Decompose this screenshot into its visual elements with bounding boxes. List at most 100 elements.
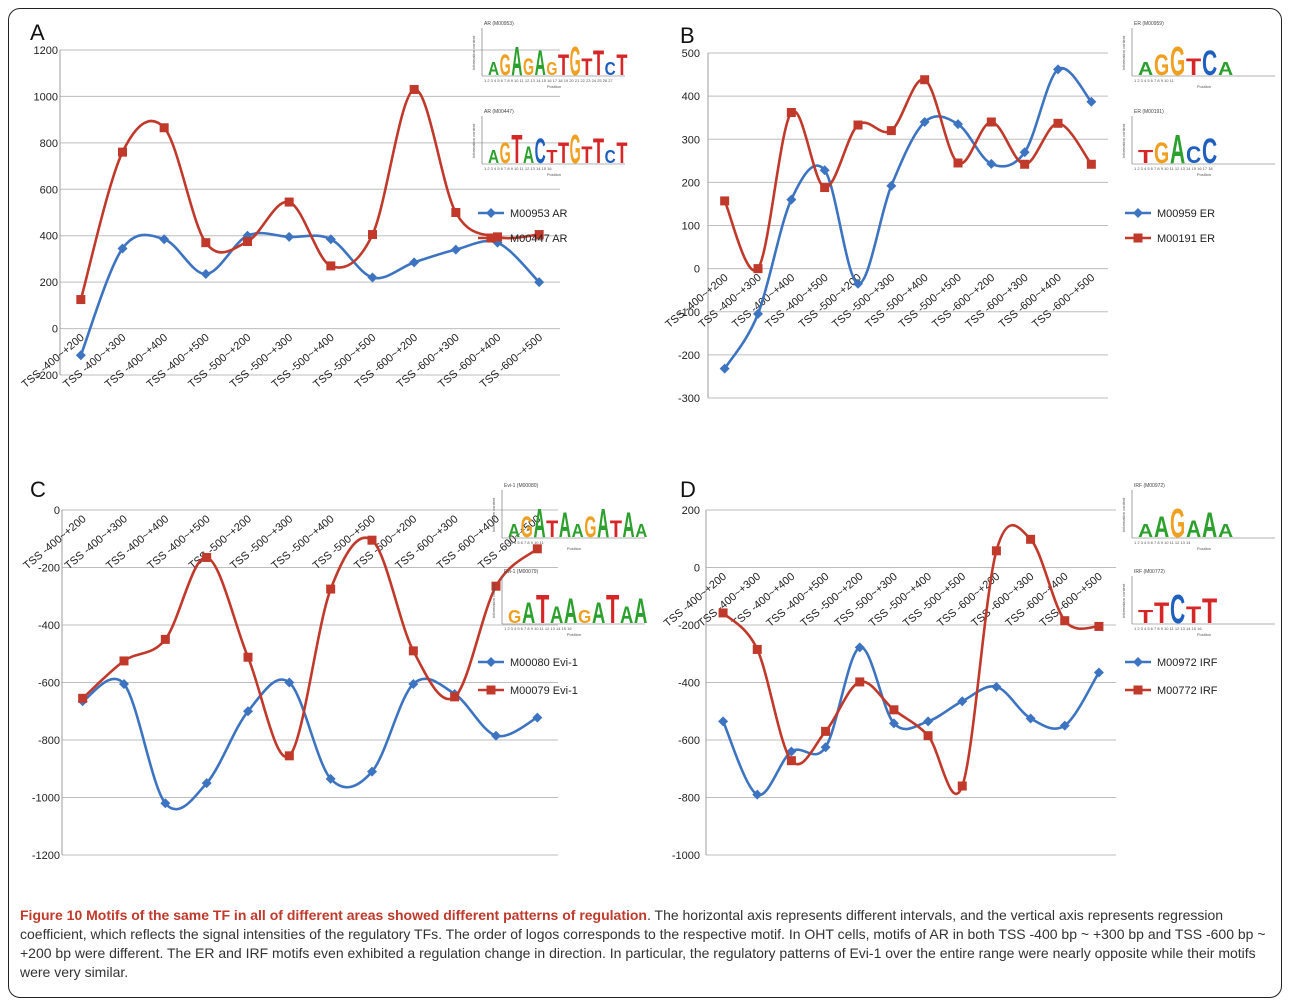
data-point	[408, 678, 419, 689]
y-tick-label: 1000	[34, 91, 58, 103]
logo-letter: C	[605, 147, 616, 168]
logo-title: Evi-1 (M00079)	[504, 569, 539, 575]
figure-caption: Figure 10 Motifs of the same TF in all o…	[20, 906, 1276, 982]
logo-x-label: Position	[567, 546, 581, 551]
data-point	[719, 363, 730, 374]
data-point	[75, 350, 86, 361]
logo-letter: A	[634, 592, 647, 631]
data-point	[160, 634, 170, 644]
legend-marker	[486, 685, 496, 695]
logo-letter: T	[558, 49, 569, 82]
logo-letter: G	[1170, 38, 1185, 84]
data-point	[326, 584, 336, 594]
logo-y-label: Information content	[1121, 35, 1126, 70]
y-tick-label: 100	[682, 221, 700, 233]
data-point	[753, 264, 763, 274]
logo-letter: A	[1154, 511, 1169, 544]
logo-letter: A	[623, 506, 635, 545]
sequence-logo: AR (M00447) Information content 1 2 3 4 5 …	[471, 109, 627, 177]
logo-letter: C	[535, 132, 546, 171]
data-point	[786, 108, 796, 118]
data-point	[718, 716, 729, 727]
series-line-1	[79, 231, 541, 356]
data-point	[326, 261, 336, 271]
data-point	[1086, 96, 1097, 107]
data-point	[1059, 720, 1070, 731]
series-line-2	[722, 523, 1100, 796]
logo-y-label: Information content	[491, 497, 496, 532]
caption-figure-label: Figure 10	[20, 907, 83, 923]
data-point	[786, 756, 796, 766]
data-point	[202, 552, 212, 562]
data-point	[854, 642, 865, 653]
logo-letter: A	[1218, 521, 1234, 542]
logo-letter: A	[620, 602, 633, 629]
y-tick-label: -1000	[32, 793, 60, 805]
logo-letter: A	[488, 59, 499, 80]
sequence-logo: ER (M00191) Information content 1 2 3 4 5 …	[1121, 109, 1275, 177]
data-point	[200, 269, 211, 280]
logo-letter: T	[593, 132, 604, 171]
logo-letter: T	[1186, 602, 1201, 629]
series-line-1	[81, 677, 538, 811]
data-point	[821, 726, 831, 736]
logo-letter: G	[570, 126, 581, 172]
logo-letter: T	[546, 147, 558, 168]
logo-letter: G	[1154, 49, 1169, 82]
logo-letter: A	[1138, 521, 1154, 542]
logo-position-ticks: 1 2 3 4 5 6 7 8 9 10 11	[504, 540, 545, 545]
y-tick-label: 0	[694, 563, 700, 575]
sequence-logo: Evi-1 (M00079) Information content 1 2 3 4…	[491, 569, 647, 637]
logo-x-label: Position	[567, 632, 581, 637]
data-point	[284, 751, 294, 761]
data-point	[853, 120, 863, 130]
logo-letter: C	[1186, 142, 1201, 169]
y-tick-label: -400	[38, 620, 60, 632]
logo-letter: A	[550, 602, 563, 629]
data-point	[76, 295, 86, 305]
legend-marker	[1133, 657, 1143, 667]
logo-y-label: Information content	[471, 123, 476, 158]
logo-letter: T	[606, 586, 619, 632]
data-point	[450, 692, 460, 702]
y-tick-label: 0	[694, 264, 700, 276]
legend-marker	[1133, 685, 1143, 695]
data-point	[986, 117, 996, 127]
logo-letter: C	[605, 59, 616, 80]
data-point	[1060, 616, 1070, 626]
logo-title: IRF (M00972)	[1134, 483, 1165, 489]
logo-title: AR (M00447)	[484, 109, 514, 115]
logo-letter: A	[522, 597, 535, 630]
panel-label: A	[30, 20, 45, 45]
y-tick-label: 300	[682, 134, 700, 146]
data-point	[284, 231, 295, 242]
logo-title: AR (M00953)	[484, 21, 514, 27]
y-tick-label: -300	[678, 393, 700, 405]
data-point	[752, 789, 763, 800]
logo-letter: T	[610, 516, 622, 543]
y-tick-label: -400	[678, 678, 700, 690]
legend-label: M00447 AR	[510, 233, 568, 245]
data-point	[853, 278, 863, 289]
data-point	[920, 75, 930, 85]
y-tick-label: -200	[678, 350, 700, 362]
data-point	[889, 705, 899, 715]
panel-label: C	[30, 477, 46, 502]
logo-y-label: Information content	[1121, 497, 1126, 532]
logo-letter: C	[1202, 44, 1217, 83]
data-point	[117, 243, 128, 254]
data-point	[367, 272, 378, 283]
data-point	[991, 681, 1002, 692]
data-point	[1086, 159, 1096, 169]
y-tick-label: -200	[38, 563, 60, 575]
legend-label: M00772 IRF	[1157, 685, 1218, 697]
logo-position-ticks: 1 2 3 4 5 6 7 8 9 10 11 12 13 14 15 16	[1134, 626, 1202, 631]
logo-letter: T	[581, 54, 592, 81]
data-point	[919, 117, 930, 127]
logo-letter: G	[500, 137, 511, 170]
data-point	[1025, 713, 1036, 724]
